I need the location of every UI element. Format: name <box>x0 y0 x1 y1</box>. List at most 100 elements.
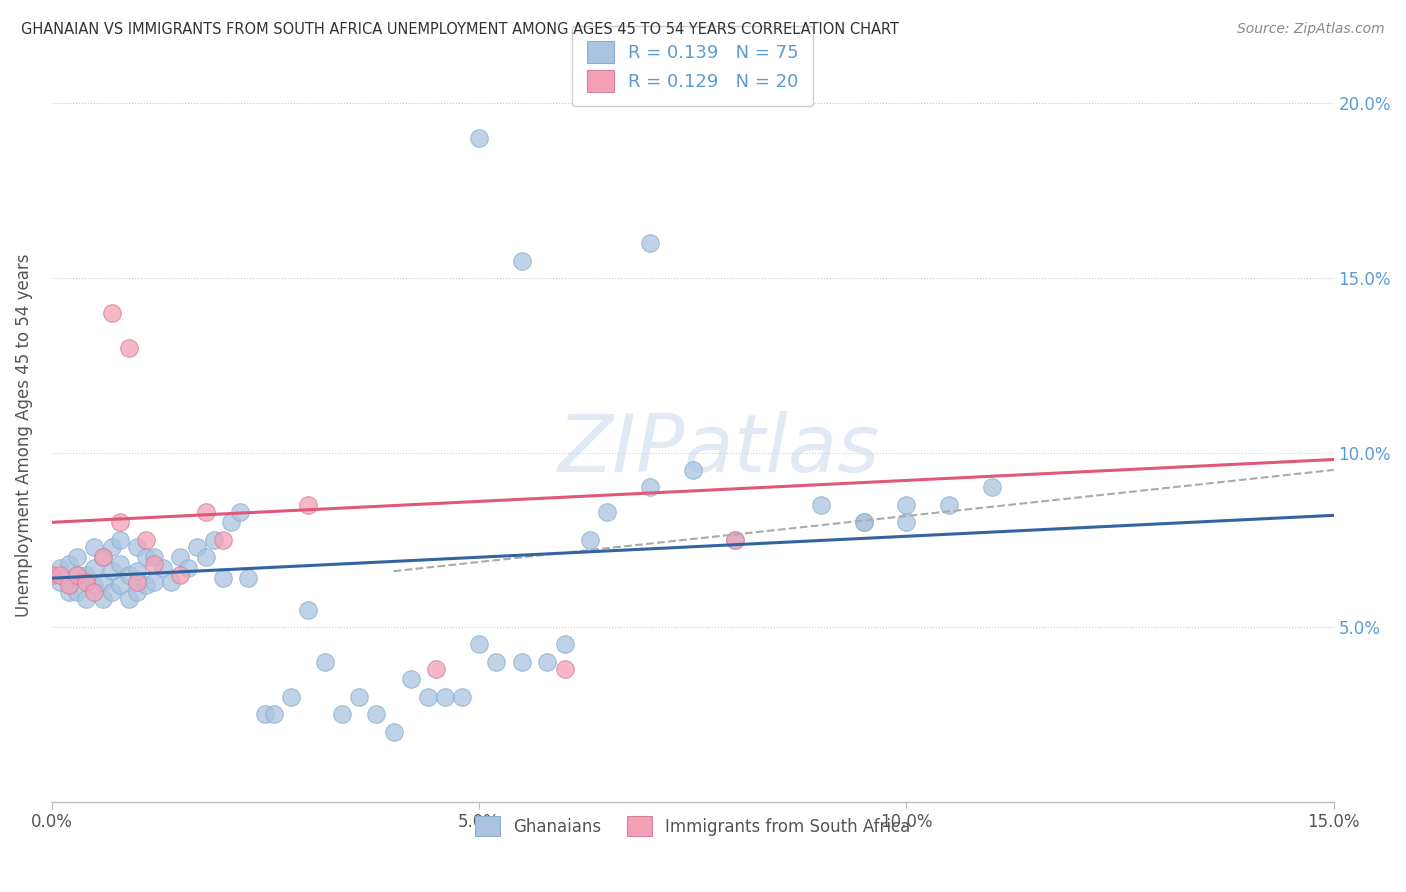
Point <box>66 585 89 599</box>
Point <box>177 560 200 574</box>
Point <box>536 655 558 669</box>
Point <box>41 567 63 582</box>
Point <box>330 707 353 722</box>
Point <box>58 578 80 592</box>
Point <box>49 560 72 574</box>
Point <box>468 638 491 652</box>
Point <box>135 578 157 592</box>
Point <box>510 253 533 268</box>
Point <box>108 516 131 530</box>
Point <box>160 574 183 589</box>
Point <box>169 550 191 565</box>
Point <box>596 505 619 519</box>
Point <box>485 655 508 669</box>
Point <box>349 690 371 704</box>
Point <box>75 567 97 582</box>
Point <box>468 131 491 145</box>
Point <box>127 574 149 589</box>
Point <box>66 550 89 565</box>
Point <box>143 574 166 589</box>
Point <box>100 585 122 599</box>
Point <box>553 638 575 652</box>
Y-axis label: Unemployment Among Ages 45 to 54 years: Unemployment Among Ages 45 to 54 years <box>15 253 32 616</box>
Point <box>75 574 97 589</box>
Point <box>135 533 157 547</box>
Legend: Ghanaians, Immigrants from South Africa: Ghanaians, Immigrants from South Africa <box>467 807 918 845</box>
Point <box>143 550 166 565</box>
Point <box>186 540 208 554</box>
Point <box>152 560 174 574</box>
Point <box>682 463 704 477</box>
Point <box>280 690 302 704</box>
Point <box>399 673 422 687</box>
Point <box>127 585 149 599</box>
Point <box>91 574 114 589</box>
Point <box>553 662 575 676</box>
Text: GHANAIAN VS IMMIGRANTS FROM SOUTH AFRICA UNEMPLOYMENT AMONG AGES 45 TO 54 YEARS : GHANAIAN VS IMMIGRANTS FROM SOUTH AFRICA… <box>21 22 898 37</box>
Point <box>297 602 319 616</box>
Point <box>810 498 832 512</box>
Point <box>314 655 336 669</box>
Text: Source: ZipAtlas.com: Source: ZipAtlas.com <box>1237 22 1385 37</box>
Point <box>416 690 439 704</box>
Point <box>219 516 242 530</box>
Point <box>451 690 474 704</box>
Point <box>579 533 602 547</box>
Point <box>510 655 533 669</box>
Point <box>58 558 80 572</box>
Point <box>433 690 456 704</box>
Point <box>297 498 319 512</box>
Point <box>980 480 1002 494</box>
Point <box>852 516 875 530</box>
Point <box>194 550 217 565</box>
Point <box>83 578 105 592</box>
Point <box>143 558 166 572</box>
Point <box>425 662 447 676</box>
Point <box>100 564 122 578</box>
Point <box>135 550 157 565</box>
Point <box>366 707 388 722</box>
Point <box>638 235 661 250</box>
Point <box>638 480 661 494</box>
Point <box>91 550 114 565</box>
Point <box>263 707 285 722</box>
Point <box>202 533 225 547</box>
Point <box>938 498 960 512</box>
Point <box>108 558 131 572</box>
Point <box>254 707 277 722</box>
Point <box>211 571 233 585</box>
Point <box>724 533 747 547</box>
Point <box>896 498 918 512</box>
Point <box>118 341 141 355</box>
Point <box>49 574 72 589</box>
Point <box>91 592 114 607</box>
Point <box>100 306 122 320</box>
Point <box>724 533 747 547</box>
Point <box>238 571 260 585</box>
Point <box>896 516 918 530</box>
Point <box>382 724 405 739</box>
Point <box>108 578 131 592</box>
Point <box>852 516 875 530</box>
Point <box>49 567 72 582</box>
Point <box>66 567 89 582</box>
Point <box>127 540 149 554</box>
Point <box>127 564 149 578</box>
Point <box>83 540 105 554</box>
Point <box>211 533 233 547</box>
Point <box>83 560 105 574</box>
Point <box>229 505 252 519</box>
Point <box>100 540 122 554</box>
Text: ZIPatlas: ZIPatlas <box>557 410 879 489</box>
Point <box>83 585 105 599</box>
Point <box>194 505 217 519</box>
Point <box>91 550 114 565</box>
Point <box>108 533 131 547</box>
Point <box>75 592 97 607</box>
Point <box>58 585 80 599</box>
Point <box>66 567 89 582</box>
Point <box>118 567 141 582</box>
Point <box>41 567 63 582</box>
Point <box>118 592 141 607</box>
Point <box>169 567 191 582</box>
